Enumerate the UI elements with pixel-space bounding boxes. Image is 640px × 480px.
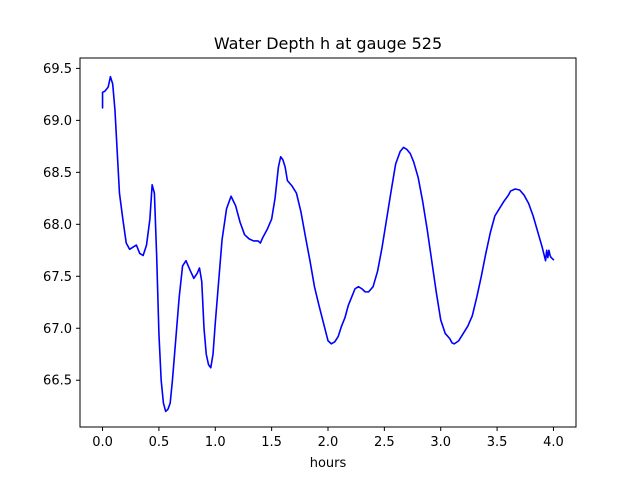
x-tick-label: 0.5 (149, 435, 170, 450)
x-tick-label: 0.0 (92, 435, 113, 450)
x-tick-label: 3.0 (430, 435, 451, 450)
series-group (101, 75, 555, 413)
x-tick-label: 4.0 (543, 435, 564, 450)
x-tick-label: 1.0 (205, 435, 226, 450)
x-axis-label: hours (310, 456, 347, 471)
x-tick-label: 2.5 (374, 435, 395, 450)
chart-title: Water Depth h at gauge 525 (214, 34, 442, 53)
y-tick-label: 66.5 (43, 374, 72, 389)
y-tick-label: 68.5 (43, 166, 72, 181)
x-tick-label: 2.0 (318, 435, 339, 450)
y-tick-label: 69.5 (43, 62, 72, 77)
y-tick-label: 68.0 (43, 218, 72, 233)
y-axis-ticks: 66.5 67.0 67.5 68.0 68.5 69.0 69.5 (43, 62, 80, 389)
x-axis-ticks: 0.0 0.5 1.0 1.5 2.0 2.5 3.0 3.5 4.0 (92, 427, 564, 450)
x-tick-label: 1.5 (261, 435, 282, 450)
x-tick-label: 3.5 (487, 435, 508, 450)
y-tick-label: 67.0 (43, 322, 72, 337)
series-line-water-depth (101, 75, 555, 413)
y-tick-label: 69.0 (43, 114, 72, 129)
y-tick-label: 67.5 (43, 270, 72, 285)
